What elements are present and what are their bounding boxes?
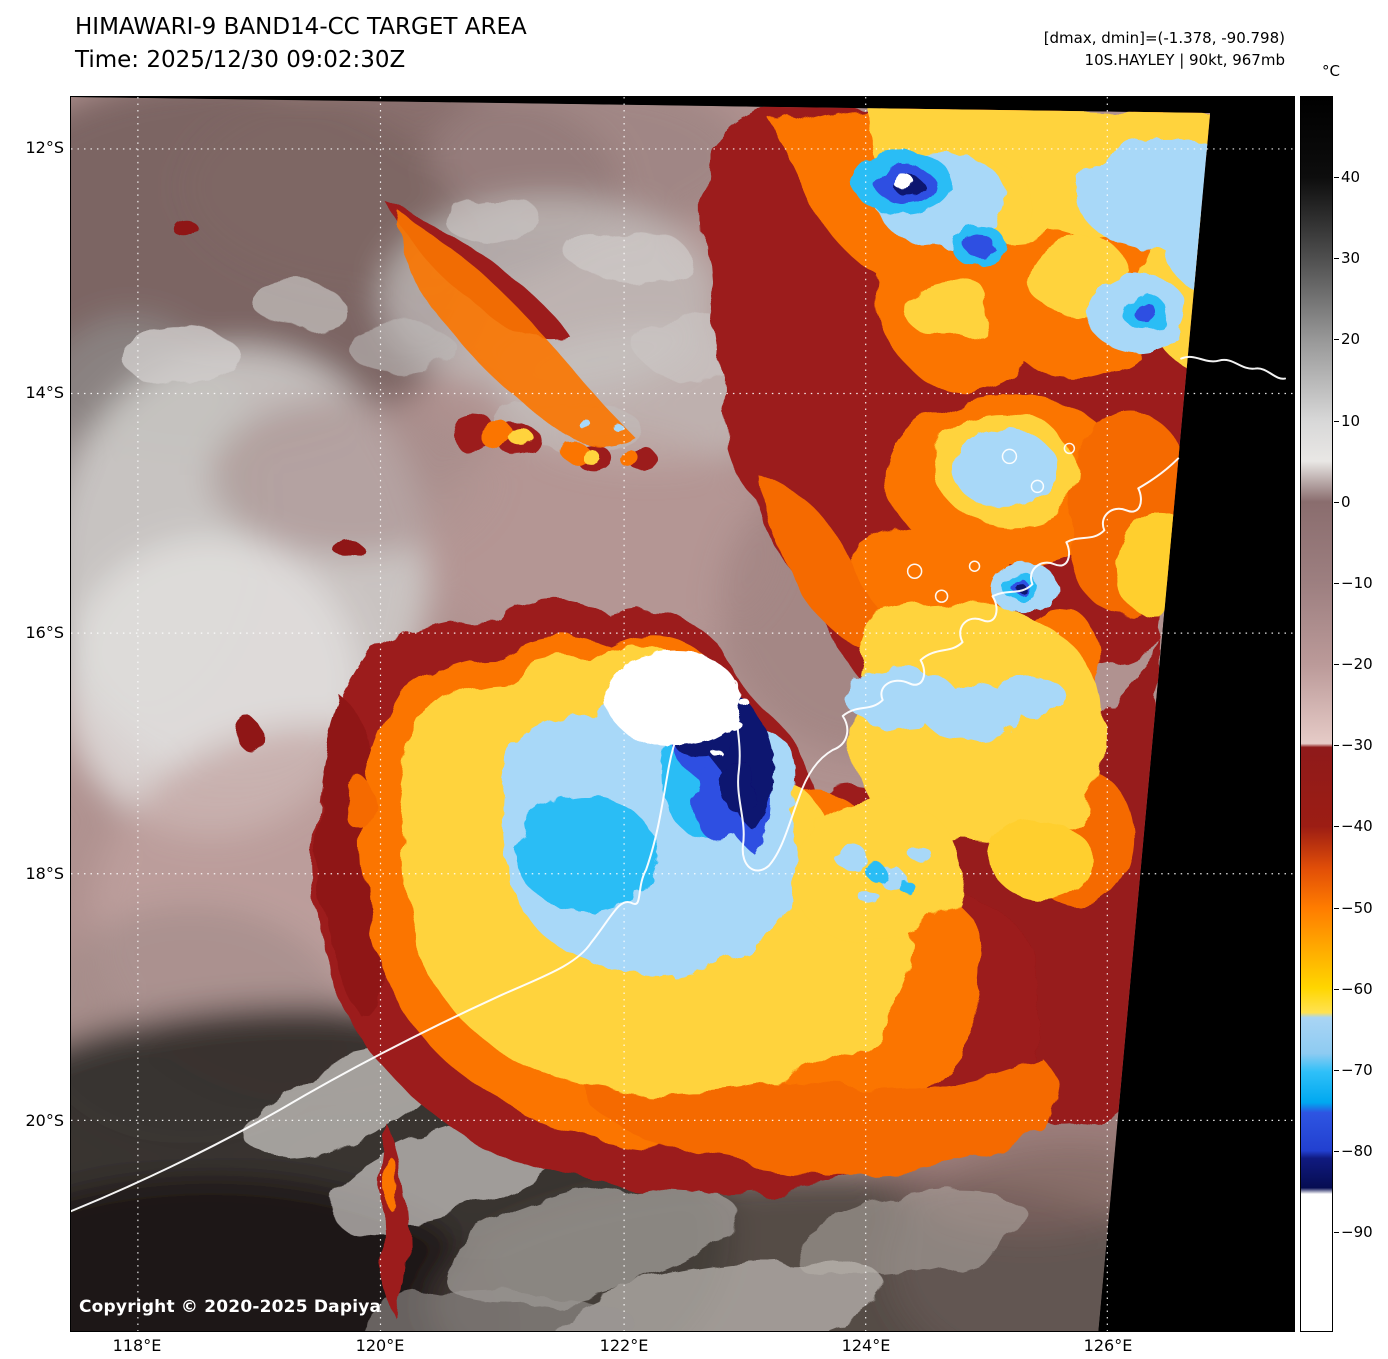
colorbar-tick-label-m40: −40 bbox=[1341, 817, 1373, 835]
colorbar-tick-label-20: 20 bbox=[1341, 330, 1361, 348]
storm-info: 10S.HAYLEY | 90kt, 967mb bbox=[1084, 51, 1285, 69]
colorbar-tick-label-m10: −10 bbox=[1341, 574, 1373, 592]
lat-tick-label-12s: 12°S bbox=[25, 138, 64, 157]
colorbar-tick-mark bbox=[1334, 1232, 1339, 1233]
copyright-text: Copyright © 2020-2025 Dapiya bbox=[79, 1297, 382, 1317]
colorbar-tick-label-30: 30 bbox=[1341, 249, 1361, 267]
colorbar-tick-label-40: 40 bbox=[1341, 168, 1361, 186]
colorbar-tick-label-m60: −60 bbox=[1341, 980, 1373, 998]
colorbar-tick-mark bbox=[1334, 1151, 1339, 1152]
colorbar-tick-label-m30: −30 bbox=[1341, 736, 1373, 754]
colorbar-tick-mark bbox=[1334, 989, 1339, 990]
colorbar-tick-label-m90: −90 bbox=[1341, 1223, 1373, 1241]
dmax-dmin-readout: [dmax, dmin]=(-1.378, -90.798) bbox=[1043, 29, 1285, 47]
lat-tick-label-14s: 14°S bbox=[25, 383, 64, 402]
colorbar-unit-label: °C bbox=[1322, 62, 1340, 80]
colorbar-tick-mark bbox=[1334, 583, 1339, 584]
colorbar-tick-label-m20: −20 bbox=[1341, 655, 1373, 673]
colorbar-tick-mark bbox=[1334, 664, 1339, 665]
figure-timestamp: Time: 2025/12/30 09:02:30Z bbox=[75, 47, 406, 73]
colorbar-tick-mark bbox=[1334, 908, 1339, 909]
colorbar-tick-label-m70: −70 bbox=[1341, 1061, 1373, 1079]
colorbar-tick-label-0: 0 bbox=[1341, 493, 1351, 511]
colorbar-tick-mark bbox=[1334, 1070, 1339, 1071]
lat-tick-label-18s: 18°S bbox=[25, 864, 64, 883]
graticule-grid bbox=[71, 97, 1294, 1331]
colorbar-tick-mark bbox=[1334, 177, 1339, 178]
figure-title: HIMAWARI-9 BAND14-CC TARGET AREA bbox=[75, 14, 527, 40]
colorbar-tick-mark bbox=[1334, 421, 1339, 422]
satellite-swath bbox=[71, 97, 1211, 1331]
colorbar-tick-mark bbox=[1334, 826, 1339, 827]
colorbar-gradient bbox=[1300, 96, 1333, 1332]
colorbar-tick-label-10: 10 bbox=[1341, 412, 1361, 430]
lat-tick-label-20s: 20°S bbox=[25, 1111, 64, 1130]
lon-tick-label-120e: 120°E bbox=[355, 1336, 405, 1355]
colorbar-tick-mark bbox=[1334, 745, 1339, 746]
map-plot-area: Copyright © 2020-2025 Dapiya bbox=[70, 96, 1295, 1332]
colorbar-tick-mark bbox=[1334, 258, 1339, 259]
colorbar-tick-label-m50: −50 bbox=[1341, 899, 1373, 917]
lat-tick-label-16s: 16°S bbox=[25, 623, 64, 642]
lon-tick-label-126e: 126°E bbox=[1083, 1336, 1133, 1355]
colorbar-tick-mark bbox=[1334, 339, 1339, 340]
satellite-image bbox=[71, 97, 1294, 1331]
colorbar-tick-label-m80: −80 bbox=[1341, 1142, 1373, 1160]
coldest-white-layer bbox=[605, 176, 917, 758]
lon-tick-label-118e: 118°E bbox=[112, 1336, 162, 1355]
lon-tick-label-124e: 124°E bbox=[841, 1336, 891, 1355]
lon-tick-label-122e: 122°E bbox=[599, 1336, 649, 1355]
colorbar-tick-mark bbox=[1334, 502, 1339, 503]
coastline-overlay bbox=[71, 355, 1287, 1213]
